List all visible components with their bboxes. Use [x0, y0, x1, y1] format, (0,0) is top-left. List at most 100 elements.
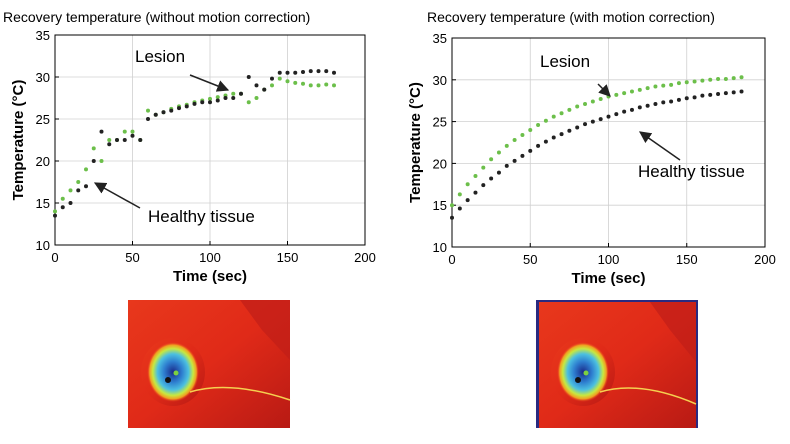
point — [716, 76, 721, 81]
point — [504, 143, 509, 148]
point — [231, 96, 236, 100]
point — [723, 91, 728, 96]
point — [669, 99, 674, 104]
y-tick-label: 30 — [36, 70, 50, 85]
point — [661, 100, 666, 105]
point — [332, 83, 336, 88]
point — [153, 112, 158, 117]
point — [130, 129, 135, 134]
point — [177, 106, 181, 111]
point — [645, 103, 650, 108]
point — [262, 87, 267, 92]
point — [76, 180, 81, 184]
y-tick-label: 10 — [36, 238, 50, 253]
x-tick-label: 50 — [125, 250, 139, 265]
point — [316, 83, 321, 88]
x-tick-label: 100 — [598, 252, 620, 267]
point — [567, 128, 572, 133]
point — [138, 138, 143, 142]
y-tick-label: 25 — [433, 115, 447, 130]
point — [84, 184, 88, 189]
point — [629, 107, 634, 112]
point — [684, 96, 689, 101]
chart: 0 50 100 150 200 10 15 20 25 30 35 Recovery tempera… — [407, 9, 776, 287]
point — [473, 190, 478, 195]
annotation-arrow — [639, 131, 681, 161]
point — [285, 79, 290, 84]
point — [504, 163, 509, 168]
point — [676, 81, 681, 86]
point — [308, 69, 313, 74]
point — [277, 70, 282, 75]
point — [481, 165, 486, 170]
point — [107, 138, 112, 142]
point — [676, 97, 681, 102]
point — [512, 137, 517, 142]
point — [622, 109, 627, 114]
point — [301, 81, 305, 86]
point — [637, 105, 642, 110]
point — [465, 198, 470, 203]
point — [450, 215, 454, 220]
x-tick-label: 200 — [754, 252, 776, 267]
point — [575, 104, 580, 109]
point — [76, 188, 81, 193]
point — [489, 176, 494, 181]
point — [739, 89, 744, 94]
x-tick-label: 200 — [354, 250, 376, 265]
point — [99, 129, 104, 134]
point — [637, 87, 642, 92]
point — [567, 107, 572, 112]
point — [450, 203, 454, 208]
point — [629, 89, 634, 94]
point — [246, 100, 251, 105]
y-axis-label: Temperature (°C) — [407, 82, 424, 203]
point — [308, 83, 313, 88]
x-tick-label: 0 — [448, 252, 455, 267]
y-axis-label: Temperature (°C) — [10, 80, 27, 201]
point — [316, 69, 321, 74]
point — [130, 133, 135, 138]
point — [536, 122, 541, 127]
point — [543, 118, 548, 123]
point — [270, 83, 274, 88]
chart: 0 50 100 150 200 10 15 20 25 30 35 Recovery tempera… — [3, 9, 376, 285]
point — [192, 101, 197, 106]
annotation-arrow — [597, 83, 611, 97]
point — [723, 76, 728, 81]
point — [324, 82, 329, 87]
point — [536, 143, 541, 148]
plot-frame — [451, 37, 766, 248]
point — [68, 201, 73, 205]
point — [598, 117, 603, 122]
point — [53, 213, 57, 218]
point — [692, 79, 697, 84]
chart-title: Recovery temperature (without motion cor… — [3, 9, 310, 25]
heatmap-left — [128, 300, 291, 428]
point — [583, 122, 588, 127]
annotation: Healthy tissue — [148, 207, 255, 226]
point — [606, 114, 611, 119]
point — [528, 127, 533, 132]
annotation-arrow — [189, 74, 230, 92]
point — [223, 96, 228, 100]
point — [684, 80, 689, 85]
y-tick-label: 35 — [36, 28, 50, 43]
point — [716, 92, 721, 97]
point — [520, 153, 525, 158]
point — [457, 206, 462, 211]
point — [184, 104, 189, 109]
point — [208, 100, 212, 105]
point — [559, 111, 564, 116]
x-tick-label: 150 — [676, 252, 698, 267]
point — [161, 110, 166, 115]
annotation: Healthy tissue — [638, 162, 745, 181]
point — [122, 129, 127, 134]
chart-title: Recovery temperature (with motion correc… — [427, 9, 715, 25]
point — [622, 91, 627, 96]
point — [590, 119, 595, 124]
point — [700, 93, 705, 98]
point — [575, 125, 580, 130]
point — [700, 78, 705, 83]
point — [91, 146, 96, 151]
